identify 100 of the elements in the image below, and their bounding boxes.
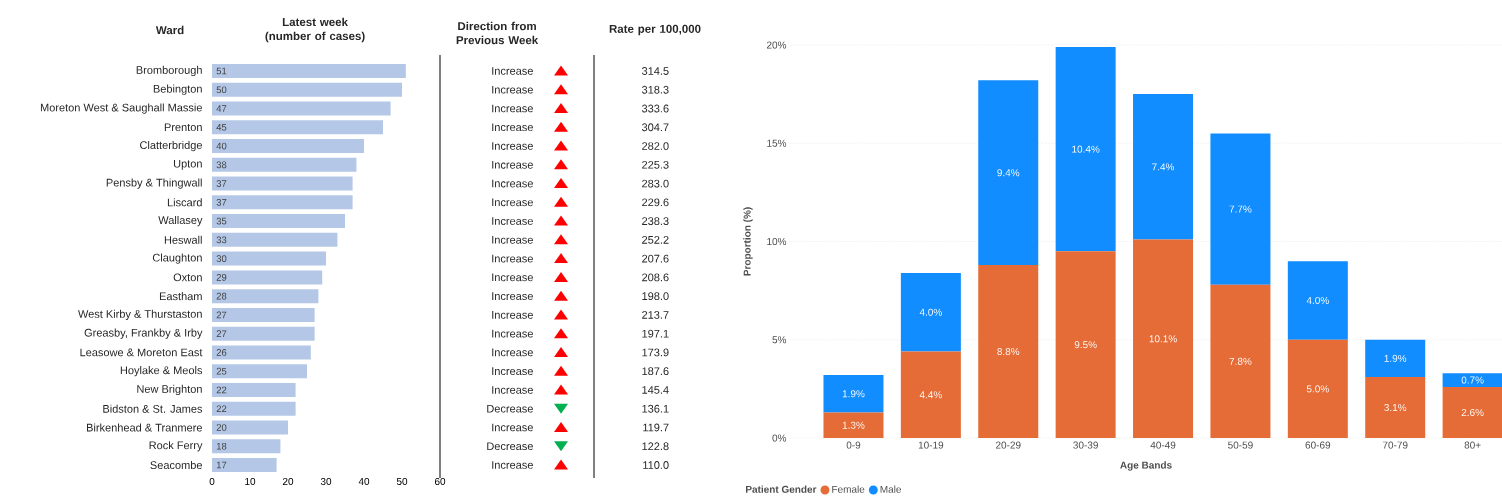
data-label: 122.8 xyxy=(642,442,669,451)
bar xyxy=(1365,339,1426,378)
data-label: 119.7 xyxy=(643,423,669,432)
category-label: Increase xyxy=(492,292,533,300)
data-label: 173.9 xyxy=(642,348,669,357)
bar xyxy=(212,101,391,116)
category-label: Increase xyxy=(492,348,533,357)
y-tick-label: Liscard xyxy=(167,198,202,207)
bar xyxy=(1210,133,1271,285)
bar xyxy=(823,375,884,413)
category-label: Increase xyxy=(492,461,533,469)
x-tick-label: 20 xyxy=(282,477,294,485)
category-label: Increase xyxy=(492,198,533,207)
category-label: Increase xyxy=(492,67,533,75)
data-label: 47 xyxy=(216,105,227,112)
y-tick-label: 0% xyxy=(772,434,787,442)
data-label: 37 xyxy=(216,180,227,187)
bar xyxy=(212,139,364,154)
bar xyxy=(1133,239,1194,438)
legend-label: Male xyxy=(880,485,902,493)
x-tick-label: 30-39 xyxy=(1073,441,1098,449)
bar xyxy=(212,214,345,229)
y-tick-label: Oxton xyxy=(173,273,202,282)
data-label: 198.0 xyxy=(642,292,669,301)
bar xyxy=(212,345,311,360)
bar xyxy=(1055,251,1116,438)
data-label: 7.4% xyxy=(1152,163,1175,171)
category-label: Increase xyxy=(492,85,533,94)
y-tick-label: Prenton xyxy=(164,123,202,132)
y-tick-label: Seacombe xyxy=(150,460,202,470)
y-tick-label: Upton xyxy=(173,159,202,170)
text: Direction from Previous Week xyxy=(456,21,539,45)
x-tick-label: 60 xyxy=(434,477,446,485)
data-label: 283.0 xyxy=(642,179,669,188)
x-tick-label: 30 xyxy=(320,477,332,485)
data-label: 9.5% xyxy=(1074,341,1097,349)
category-label: Decrease xyxy=(487,404,533,413)
category-label: Increase xyxy=(492,104,533,113)
data-label: 26 xyxy=(216,349,227,356)
x-tick-label: 0 xyxy=(209,477,215,485)
data-label: 10.1% xyxy=(1149,335,1177,343)
data-label: 314.5 xyxy=(641,67,669,75)
data-label: 9.4% xyxy=(997,169,1020,177)
data-label: 304.7 xyxy=(641,123,669,132)
category-label: Increase xyxy=(492,179,533,188)
x-tick-label: 10-19 xyxy=(918,441,944,449)
data-label: 333.6 xyxy=(641,104,669,113)
data-label: 40 xyxy=(216,142,227,150)
category-label: Increase xyxy=(492,367,533,376)
y-tick-label: Pensby & Thingwall xyxy=(106,178,202,189)
data-label: 20 xyxy=(216,424,227,431)
data-label: 50 xyxy=(216,86,227,94)
y-tick-label: Eastham xyxy=(159,292,202,301)
bar xyxy=(212,364,307,379)
bar xyxy=(212,289,319,304)
data-label: 10.4% xyxy=(1072,145,1100,153)
data-label: 187.6 xyxy=(642,367,669,376)
category-label: Decrease xyxy=(487,442,533,451)
data-label: 30 xyxy=(216,255,227,262)
category-label: Increase xyxy=(492,273,533,282)
data-label: 4.4% xyxy=(919,391,942,399)
data-label: 7.8% xyxy=(1229,357,1252,365)
y-tick-label: Rock Ferry xyxy=(149,441,203,452)
x-tick-label: 0-9 xyxy=(846,441,861,449)
category-label: Increase xyxy=(492,423,533,432)
data-label: 17 xyxy=(216,461,227,469)
bar xyxy=(1055,46,1116,252)
data-label: 136.1 xyxy=(642,404,669,413)
y-tick-label: 10% xyxy=(767,237,787,246)
category-label: Increase xyxy=(492,142,533,150)
bar xyxy=(212,176,353,191)
data-label: 197.1 xyxy=(642,329,669,338)
y-tick-label: Wallasey xyxy=(158,215,203,227)
y-tick-label: Bebington xyxy=(153,84,202,95)
bar xyxy=(1287,261,1348,340)
category-label: Increase xyxy=(492,386,533,394)
data-label: 38 xyxy=(216,161,227,169)
x-tick-label: 40 xyxy=(358,477,370,485)
bar xyxy=(212,401,296,416)
bar xyxy=(978,80,1039,266)
data-label: 282.0 xyxy=(642,142,669,150)
data-label: 7.7% xyxy=(1229,205,1252,213)
x-tick-label: 60-69 xyxy=(1305,441,1331,449)
bar xyxy=(900,351,961,438)
data-label: 29 xyxy=(216,274,227,281)
data-label: 27 xyxy=(216,330,227,337)
y-tick-label: Bromborough xyxy=(136,65,202,77)
data-label: 25 xyxy=(216,367,227,375)
y-axis-title: Ward xyxy=(155,25,184,35)
x-tick-label: 10 xyxy=(245,477,256,485)
bar xyxy=(212,157,357,172)
bar xyxy=(212,307,315,322)
category-label: Increase xyxy=(492,160,533,169)
data-label: 37 xyxy=(216,198,227,206)
legend-title: Patient Gender xyxy=(746,485,817,493)
category-label: Increase xyxy=(492,254,533,263)
y-tick-label: Leasowe & Moreton East xyxy=(80,348,203,357)
bar xyxy=(978,265,1039,438)
legend-label: Female xyxy=(832,485,865,493)
data-label: 18 xyxy=(216,442,227,450)
